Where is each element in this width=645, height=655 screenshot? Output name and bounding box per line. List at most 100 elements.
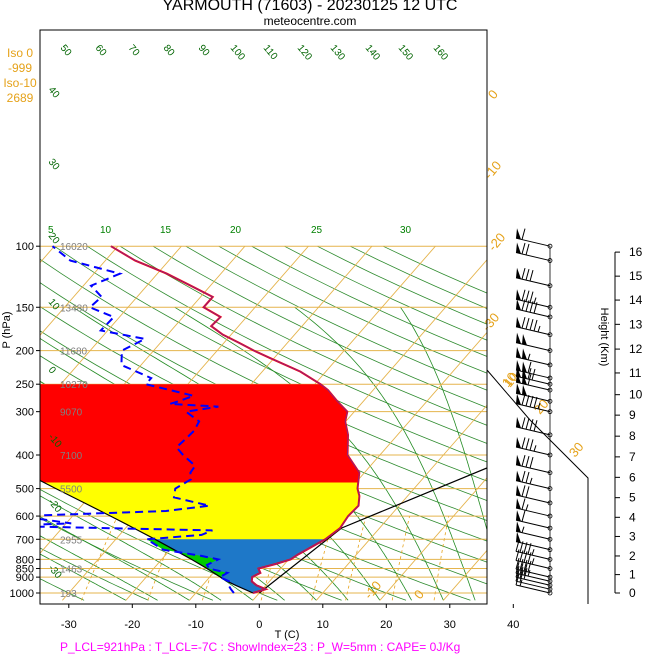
dry-adiabat-label: 110	[261, 43, 280, 63]
wind-barb-half-feather	[519, 579, 523, 587]
dry-adiabat-line	[40, 547, 149, 601]
pressure-tick-label: 500	[16, 484, 34, 496]
dry-adiabat-line	[152, 245, 487, 409]
dry-adiabat-label: 120	[295, 43, 314, 63]
moist-adiabat-label: 20	[230, 225, 242, 236]
temperature-tick-label: -10	[188, 619, 204, 631]
dry-adiabat-label: 30	[46, 157, 62, 173]
pressure-tick-label: 150	[16, 302, 34, 314]
dry-adiabat-label: -20	[46, 497, 64, 515]
moist-adiabat-label: 30	[400, 225, 412, 236]
wind-barb-half-feather	[525, 504, 529, 511]
wind-barb-shaft	[515, 550, 551, 560]
geopotential-label: 10270	[60, 380, 88, 391]
wind-barb-feather	[519, 571, 524, 583]
height-axis-title: Height (Km)	[598, 308, 610, 367]
wind-barb-feather	[527, 552, 532, 564]
geopotential-label: 9070	[60, 408, 83, 419]
height-tick-label: 7	[629, 450, 636, 464]
wind-barb-pennant	[516, 454, 521, 466]
wind-barb-half-feather	[537, 325, 541, 333]
isotherm-line	[40, 245, 182, 409]
wind-barb-shaft	[515, 530, 551, 540]
iso10-value: 2689	[6, 91, 34, 105]
wind-barb-pennant	[516, 531, 521, 543]
dry-adiabat-label: 70	[126, 43, 142, 59]
wind-barb-feather	[523, 564, 528, 576]
wind-barb-feather	[525, 317, 530, 330]
mixing-ratio-line	[81, 515, 118, 601]
wind-barb-feather	[515, 562, 520, 574]
wind-barb-feather	[521, 317, 526, 329]
pressure-tick-label: 250	[16, 379, 34, 391]
pressure-tick-label: 900	[16, 572, 34, 584]
wind-barb-feather	[521, 268, 526, 280]
pressure-tick-label: 600	[16, 511, 34, 523]
mixing-ratio-label: -10	[361, 578, 385, 602]
dry-adiabat-line	[185, 245, 487, 391]
isotherm-label: -20	[485, 230, 509, 254]
wind-barb-half-feather	[533, 297, 537, 304]
wind-barb-feather	[525, 394, 530, 407]
height-tick-label: 15	[629, 269, 643, 283]
wind-barb-shaft	[515, 580, 551, 590]
height-tick-label: 16	[629, 245, 643, 259]
wind-barb-feather	[533, 396, 538, 409]
wind-barb-shaft	[515, 519, 551, 529]
wind-barb-shaft	[515, 308, 551, 318]
wind-barb-pennant	[516, 510, 521, 522]
wind-barb-feather	[515, 573, 520, 586]
dry-adiabat-label: 60	[93, 43, 109, 59]
wind-barb-feather	[519, 563, 524, 575]
hodograph-boundary	[486, 369, 589, 604]
pressure-tick-label: 700	[16, 534, 34, 546]
wind-barb-feather	[525, 418, 530, 430]
mixing-ratio-line	[345, 515, 367, 601]
wind-barb-feather	[515, 566, 520, 578]
wind-barb-feather	[515, 549, 520, 561]
temperature-tick-label: 40	[507, 619, 519, 631]
wind-barb-shaft	[515, 541, 551, 551]
mixing-ratio-line	[391, 516, 410, 601]
wind-barb-pennant	[516, 242, 521, 254]
wind-barb-shaft	[515, 237, 551, 247]
dry-adiabat-label: 40	[46, 85, 62, 101]
dry-adiabat-label: 140	[363, 43, 382, 63]
temperature-line-inner	[110, 245, 360, 594]
wind-barb-feather	[521, 510, 526, 522]
pressure-tick-label: 850	[16, 564, 34, 576]
wind-barb-shaft	[515, 572, 551, 582]
isotherm-label: -30	[479, 310, 503, 334]
wind-barb-shaft	[515, 342, 551, 352]
temperature-tick-label: 0	[256, 619, 262, 631]
moist-adiabat-label: 5	[48, 225, 54, 236]
wind-barb-feather	[525, 456, 530, 468]
iso-box: Iso 0 -999 Iso-10 2689	[0, 46, 40, 106]
wind-barb-feather	[519, 567, 524, 579]
wind-barb-shaft	[515, 576, 551, 586]
pressure-tick-label: 400	[16, 450, 34, 462]
mixing-ratio-line	[147, 515, 181, 601]
wind-barb-shaft	[515, 507, 551, 517]
wind-barb-half-feather	[533, 445, 537, 452]
isotherm-label: -10	[481, 158, 505, 182]
wind-barb-feather	[533, 319, 538, 332]
dry-adiabat-line	[382, 245, 487, 294]
dry-adiabat-label: 100	[228, 43, 247, 63]
dry-adiabat-label: 0	[46, 365, 58, 377]
wind-barb-pennant	[516, 267, 521, 279]
wind-barb-feather	[523, 559, 528, 572]
wind-barb-shaft	[515, 252, 551, 262]
mixing-ratio-label: 30	[566, 439, 587, 460]
site-label: meteocentre.com	[263, 14, 357, 28]
dry-adiabat-line	[119, 245, 487, 426]
wind-barb-half-feather	[527, 353, 531, 360]
dewpoint-line	[40, 245, 235, 594]
height-tick-label: 9	[629, 408, 636, 422]
wind-barb-feather	[521, 455, 526, 467]
wind-barb-pennant	[516, 383, 521, 395]
wind-barb-feather	[525, 486, 530, 498]
wind-barb-shaft	[515, 277, 551, 287]
wind-barb-feather	[527, 560, 532, 573]
moist-adiabat-label: 15	[160, 225, 172, 236]
